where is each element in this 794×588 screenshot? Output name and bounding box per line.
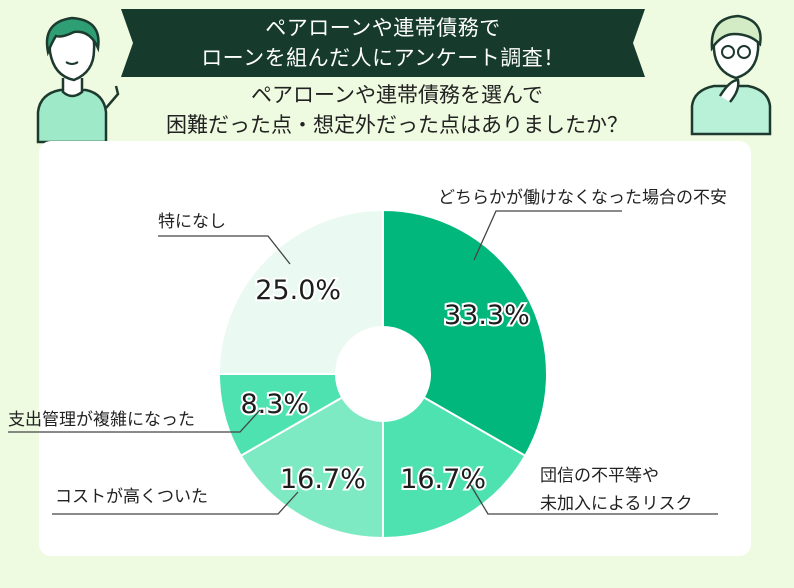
slice-category-label-0: どちらかが働けなくなった場合の不安 — [438, 188, 727, 208]
slice-category-label-line: 団信の不平等や — [540, 466, 659, 486]
donut-slice-4 — [217, 208, 384, 375]
banner-line-2: ローンを組んだ人にアンケート調査！ — [201, 46, 565, 70]
leader-line-1 — [469, 483, 718, 515]
woman-illustration — [36, 16, 120, 144]
banner-notch-right — [633, 9, 645, 77]
slice-category-label-line: 未加入によるリスク — [540, 494, 693, 514]
slice-category-label-4: 特になし — [158, 212, 226, 232]
man-illustration — [690, 14, 772, 136]
donut-slice-0 — [382, 208, 548, 458]
leader-line-0 — [473, 210, 622, 261]
slice-category-label-1: 団信の不平等や未加入によるリスク — [540, 462, 693, 518]
question-line-1: ペアローンや連帯債務を選んで — [251, 83, 543, 107]
slice-category-label-2: コストが高くついた — [55, 487, 208, 507]
donut-slice-2 — [239, 396, 384, 540]
slice-category-label-3: 支出管理が複雑になった — [8, 410, 195, 430]
slice-value-label-3: 8.3% — [240, 389, 309, 420]
title-banner: ペアローンや連帯債務で ローンを組んだ人にアンケート調査！ — [121, 9, 645, 77]
leader-line-3 — [8, 409, 261, 433]
question-line-2: 困難だった点・想定外だった点はありましたか？ — [166, 113, 628, 137]
slice-value-label-2: 16.7% — [280, 464, 366, 495]
banner-notch-left — [121, 9, 133, 77]
slice-value-label-1: 16.7% — [400, 464, 486, 495]
survey-question: ペアローンや連帯債務を選んで 困難だった点・想定外だった点はありましたか？ — [80, 80, 714, 140]
banner-line-1: ペアローンや連帯債務で — [265, 16, 501, 40]
leader-line-2 — [52, 491, 299, 515]
leader-line-4 — [158, 235, 291, 265]
slice-value-label-0: 33.3% — [444, 300, 530, 331]
slice-value-label-4: 25.0% — [255, 275, 341, 306]
donut-slice-1 — [382, 396, 527, 540]
